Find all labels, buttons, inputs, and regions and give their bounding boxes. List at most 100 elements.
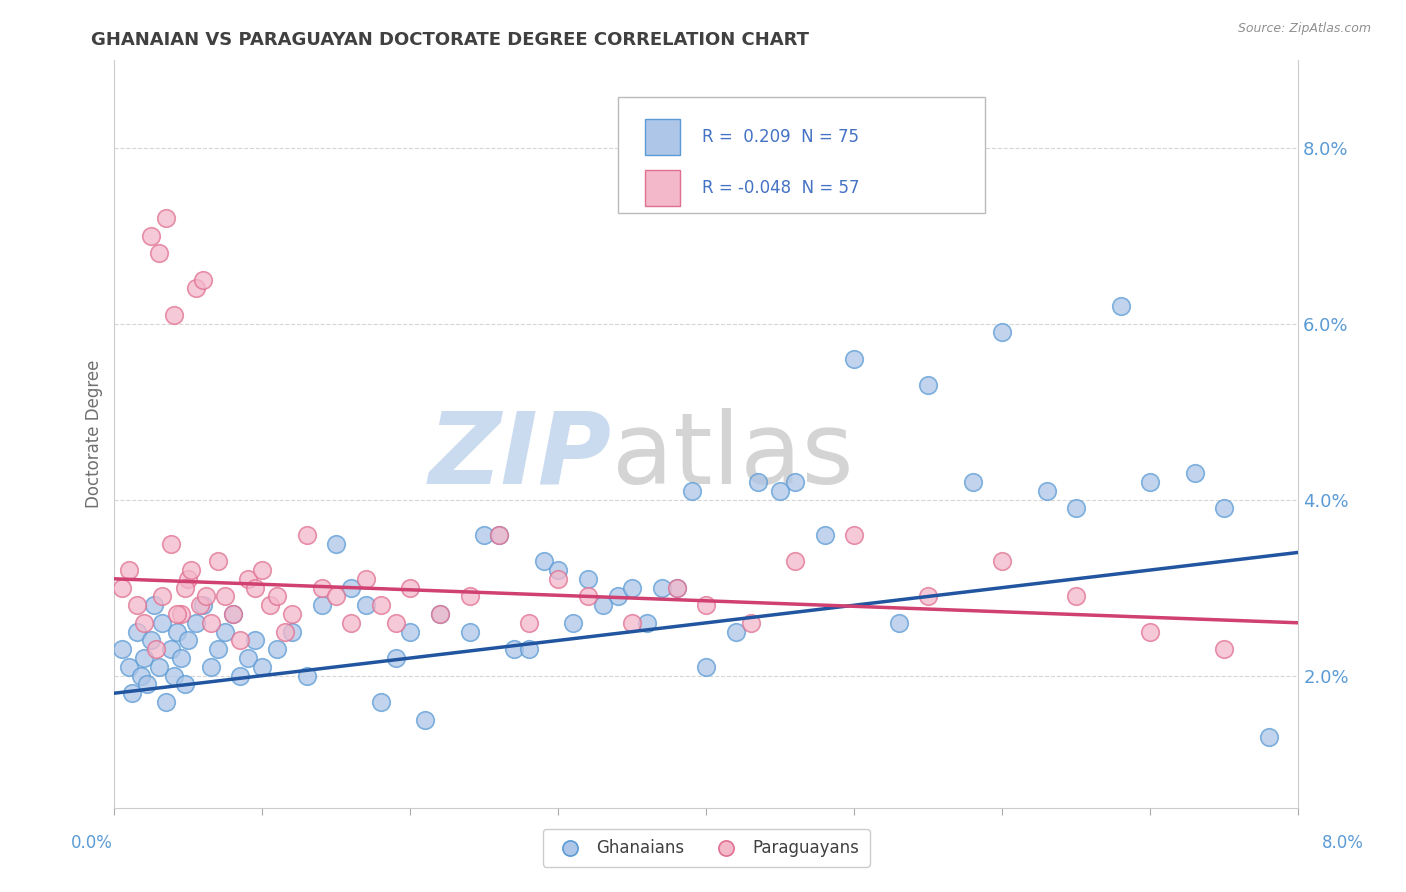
Point	[236, 651, 259, 665]
Point	[174, 581, 197, 595]
Y-axis label: Doctorate Degree: Doctorate Degree	[86, 359, 103, 508]
Point	[429, 607, 451, 621]
Point	[252, 660, 274, 674]
Text: R =  0.209  N = 75: R = 0.209 N = 75	[702, 128, 859, 146]
Point	[207, 642, 229, 657]
Point	[132, 651, 155, 665]
Point	[266, 590, 288, 604]
Point	[844, 351, 866, 366]
Point	[136, 677, 159, 691]
Point	[150, 615, 173, 630]
Point	[785, 554, 807, 568]
Point	[141, 633, 163, 648]
Point	[281, 624, 304, 639]
Point	[399, 581, 422, 595]
Point	[118, 563, 141, 577]
Point	[517, 642, 540, 657]
Point	[222, 607, 245, 621]
Point	[121, 686, 143, 700]
Point	[129, 668, 152, 682]
Point	[354, 598, 377, 612]
Point	[488, 528, 510, 542]
Text: Source: ZipAtlas.com: Source: ZipAtlas.com	[1237, 22, 1371, 36]
Point	[562, 615, 585, 630]
Bar	[645, 170, 681, 206]
Point	[193, 272, 215, 286]
Point	[370, 598, 392, 612]
Point	[962, 475, 984, 489]
Point	[399, 624, 422, 639]
Point	[354, 572, 377, 586]
Point	[200, 615, 222, 630]
Point	[148, 246, 170, 260]
Point	[917, 590, 939, 604]
Point	[243, 581, 266, 595]
Point	[769, 483, 792, 498]
Point	[621, 581, 644, 595]
Point	[873, 114, 896, 128]
Point	[384, 651, 406, 665]
Point	[281, 607, 304, 621]
Point	[207, 554, 229, 568]
Point	[740, 615, 762, 630]
Point	[458, 624, 481, 639]
Point	[517, 615, 540, 630]
Point	[222, 607, 245, 621]
Point	[651, 581, 673, 595]
Point	[1257, 730, 1279, 744]
Point	[887, 615, 910, 630]
Point	[1139, 624, 1161, 639]
Point	[665, 581, 688, 595]
Point	[111, 581, 134, 595]
Point	[166, 624, 188, 639]
Point	[125, 598, 148, 612]
Point	[188, 598, 211, 612]
Point	[155, 211, 177, 225]
Point	[681, 483, 703, 498]
Point	[340, 581, 363, 595]
Point	[148, 660, 170, 674]
Point	[325, 536, 347, 550]
Point	[174, 677, 197, 691]
FancyBboxPatch shape	[617, 97, 984, 213]
Point	[125, 624, 148, 639]
Point	[458, 590, 481, 604]
Point	[162, 668, 184, 682]
Point	[184, 281, 207, 295]
Point	[229, 633, 252, 648]
Point	[533, 554, 555, 568]
Point	[145, 642, 167, 657]
Point	[200, 660, 222, 674]
Text: GHANAIAN VS PARAGUAYAN DOCTORATE DEGREE CORRELATION CHART: GHANAIAN VS PARAGUAYAN DOCTORATE DEGREE …	[91, 31, 810, 49]
Point	[214, 624, 236, 639]
Point	[311, 598, 333, 612]
Text: R = -0.048  N = 57: R = -0.048 N = 57	[702, 179, 859, 197]
Point	[295, 668, 318, 682]
Text: 8.0%: 8.0%	[1322, 834, 1364, 852]
Point	[991, 326, 1014, 340]
Point	[229, 668, 252, 682]
Point	[488, 528, 510, 542]
Point	[1066, 501, 1088, 516]
Legend: Ghanaians, Paraguayans: Ghanaians, Paraguayans	[543, 829, 870, 867]
Point	[917, 378, 939, 392]
Point	[503, 642, 526, 657]
Point	[162, 308, 184, 322]
Point	[252, 563, 274, 577]
Point	[1109, 299, 1132, 313]
Point	[785, 475, 807, 489]
Point	[166, 607, 188, 621]
Point	[170, 651, 193, 665]
Point	[695, 660, 717, 674]
Point	[273, 624, 295, 639]
Point	[132, 615, 155, 630]
Point	[814, 528, 837, 542]
Point	[1139, 475, 1161, 489]
Point	[1035, 483, 1057, 498]
Point	[576, 590, 599, 604]
Point	[547, 572, 569, 586]
Point	[1184, 467, 1206, 481]
Point	[311, 581, 333, 595]
Point	[170, 607, 193, 621]
Point	[621, 615, 644, 630]
